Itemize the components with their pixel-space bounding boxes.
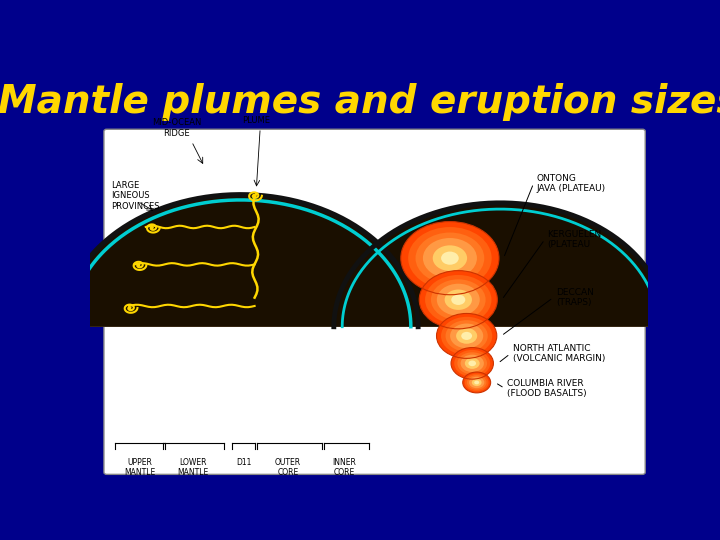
Circle shape <box>419 271 498 329</box>
Circle shape <box>437 284 480 316</box>
Text: ONTONG
JAVA (PLATEAU): ONTONG JAVA (PLATEAU) <box>536 173 606 193</box>
Wedge shape <box>65 196 416 327</box>
Text: INNER
CORE: INNER CORE <box>332 458 356 477</box>
Circle shape <box>425 275 492 325</box>
Wedge shape <box>344 210 657 327</box>
Wedge shape <box>218 310 263 327</box>
Wedge shape <box>199 295 282 327</box>
Text: KERGUELEN
(PLATEAU: KERGUELEN (PLATEAU <box>547 230 602 249</box>
Circle shape <box>462 332 472 340</box>
Wedge shape <box>104 225 377 327</box>
Circle shape <box>463 372 490 393</box>
Text: PLUME: PLUME <box>243 116 270 125</box>
Text: LARGE
IGNEOUS
PROVINCES: LARGE IGNEOUS PROVINCES <box>111 181 160 211</box>
Circle shape <box>431 279 485 320</box>
Circle shape <box>408 227 492 289</box>
Text: DECCAN
(TRAPS): DECCAN (TRAPS) <box>556 288 594 307</box>
Circle shape <box>436 313 497 359</box>
Text: MID-OCEAN
RIDGE: MID-OCEAN RIDGE <box>152 118 201 138</box>
Wedge shape <box>377 235 623 327</box>
Circle shape <box>441 252 459 265</box>
Circle shape <box>472 379 482 386</box>
Circle shape <box>465 358 480 369</box>
Circle shape <box>423 238 477 278</box>
Wedge shape <box>336 204 665 327</box>
Wedge shape <box>333 202 667 327</box>
Circle shape <box>469 377 485 388</box>
Circle shape <box>433 245 467 271</box>
Circle shape <box>415 233 485 284</box>
Circle shape <box>474 381 480 384</box>
Circle shape <box>461 355 484 372</box>
Circle shape <box>467 375 487 390</box>
Circle shape <box>454 350 490 377</box>
Text: COLUMBIA RIVER
(FLOOD BASALTS): COLUMBIA RIVER (FLOOD BASALTS) <box>508 379 587 398</box>
Circle shape <box>457 352 487 374</box>
Circle shape <box>451 294 465 305</box>
Wedge shape <box>138 250 344 327</box>
Circle shape <box>450 323 483 348</box>
Wedge shape <box>411 260 590 327</box>
Circle shape <box>465 374 489 391</box>
Circle shape <box>445 289 472 310</box>
Wedge shape <box>73 202 408 327</box>
Circle shape <box>446 320 487 352</box>
Text: UPPER
MANTLE: UPPER MANTLE <box>125 458 156 477</box>
FancyBboxPatch shape <box>104 129 645 474</box>
Wedge shape <box>62 194 419 327</box>
Text: D11: D11 <box>235 458 251 467</box>
Circle shape <box>469 361 476 366</box>
Text: OUTER
CORE: OUTER CORE <box>275 458 301 477</box>
Circle shape <box>401 221 499 295</box>
Wedge shape <box>171 275 310 327</box>
Circle shape <box>456 328 477 344</box>
Circle shape <box>451 348 493 379</box>
Circle shape <box>441 317 492 355</box>
Text: LOWER
MANTLE: LOWER MANTLE <box>178 458 209 477</box>
Text: NORTH ATLANTIC
(VOLCANIC MARGIN): NORTH ATLANTIC (VOLCANIC MARGIN) <box>513 344 606 363</box>
Text: Mantle plumes and eruption sizes: Mantle plumes and eruption sizes <box>0 83 720 121</box>
